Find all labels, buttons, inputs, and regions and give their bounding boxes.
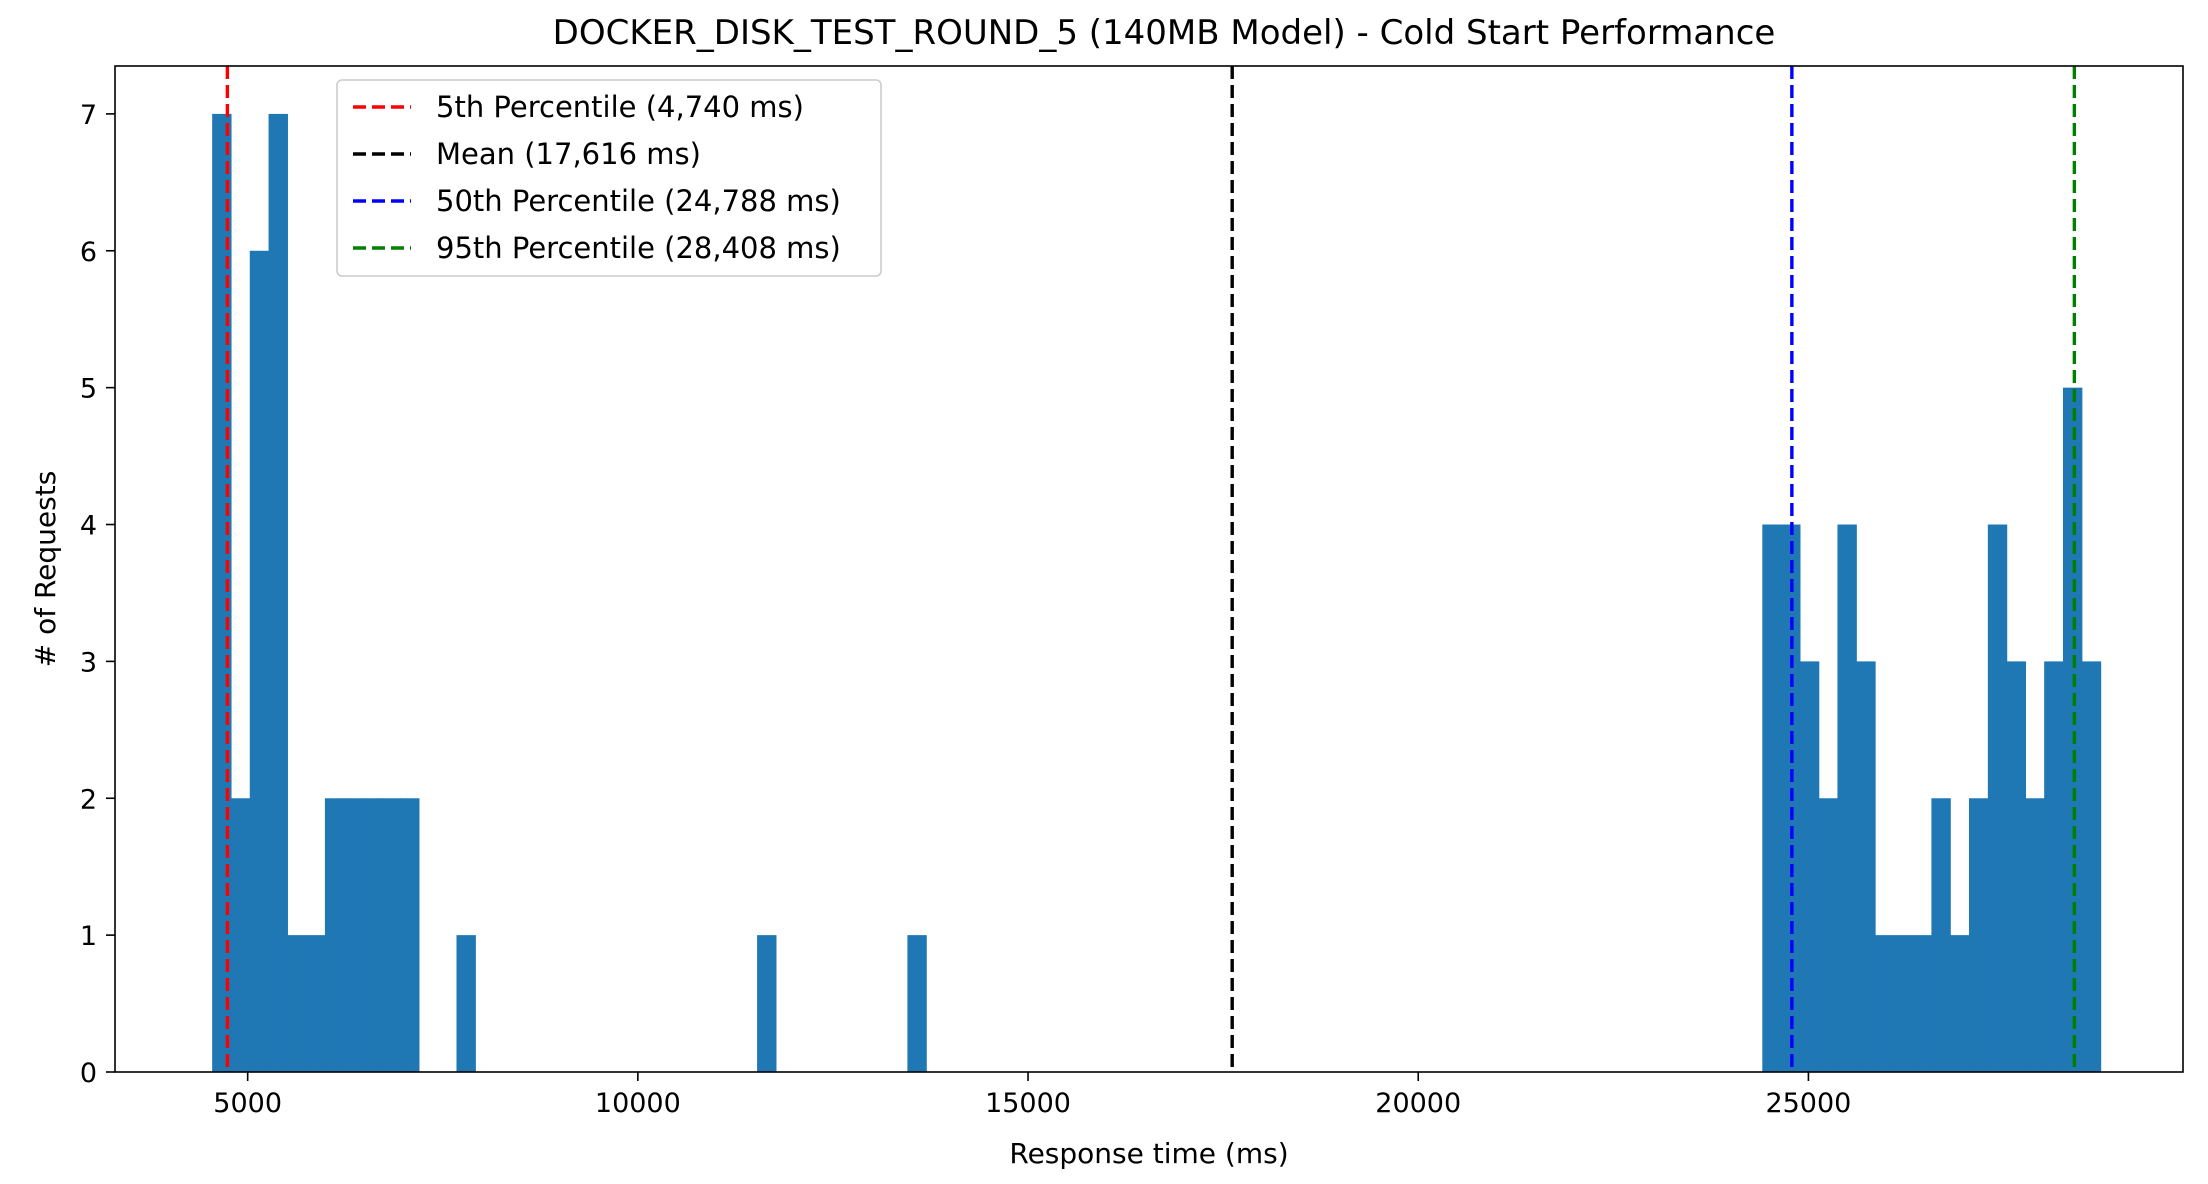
histogram-bar [1818,798,1839,1072]
x-tick-label: 5000 [213,1088,282,1119]
y-tick-label: 1 [80,921,97,952]
y-tick-label: 7 [80,100,97,131]
y-axis-ticks: 0 1 2 3 4 5 6 7 [80,100,115,1089]
bars-layer [212,113,2102,1072]
legend-frame [336,79,882,277]
chart-title: DOCKER_DISK_TEST_ROUND_5 (140MB Model) -… [553,13,1776,53]
histogram-bar [287,935,307,1072]
histogram-bar [1875,935,1895,1072]
histogram-bar [2044,661,2064,1072]
histogram-bar [324,798,345,1072]
histogram-bar [2081,661,2102,1072]
y-axis-label: # of Requests [29,471,62,668]
histogram-bar [1912,935,1933,1072]
y-tick-label: 0 [80,1058,97,1089]
histogram-bar [230,798,251,1072]
histogram-bar [1931,798,1951,1072]
histogram-bar [268,113,288,1072]
legend-label: 50th Percentile (24,788 ms) [436,184,841,218]
histogram-bar [381,798,401,1072]
x-tick-label: 20000 [1375,1088,1461,1119]
histogram-bar [456,935,476,1072]
x-tick-label: 25000 [1765,1088,1851,1119]
histogram-bar [400,798,420,1072]
histogram-bar [1893,935,1914,1072]
histogram-bar [2025,798,2045,1072]
histogram-bar [306,935,326,1072]
histogram-bar [757,935,777,1072]
y-tick-label: 6 [80,237,97,268]
histogram-bar [2062,387,2083,1072]
legend-label: Mean (17,616 ms) [436,137,701,171]
histogram-bar [1987,524,2008,1072]
y-tick-label: 3 [80,647,97,678]
y-tick-label: 5 [80,374,97,405]
histogram-bar [2006,661,2027,1072]
x-tick-label: 15000 [985,1088,1071,1119]
histogram-bar [1837,524,1857,1072]
percentile-lines [225,66,2077,1072]
histogram-bar [1856,661,1876,1072]
histogram-bar [1950,935,1970,1072]
histogram-bar [1799,661,1820,1072]
histogram-bar [1762,524,1782,1072]
legend: 5th Percentile (4,740 ms) Mean (17,616 ms… [336,79,882,277]
histogram-bar [907,935,927,1072]
y-tick-label: 4 [80,511,97,542]
x-axis-label: Response time (ms) [1009,1137,1288,1170]
y-tick-label: 2 [80,784,97,815]
histogram-bar [343,798,364,1072]
x-tick-label: 10000 [595,1088,681,1119]
legend-label: 95th Percentile (28,408 ms) [436,231,841,265]
x-axis-ticks: 5000 10000 15000 20000 25000 [213,1072,1851,1119]
plot-frame [114,65,2184,1073]
histogram-bar [362,798,382,1072]
histogram-bar [249,250,270,1072]
histogram-bar [1969,798,1989,1072]
legend-label: 5th Percentile (4,740 ms) [436,90,804,124]
